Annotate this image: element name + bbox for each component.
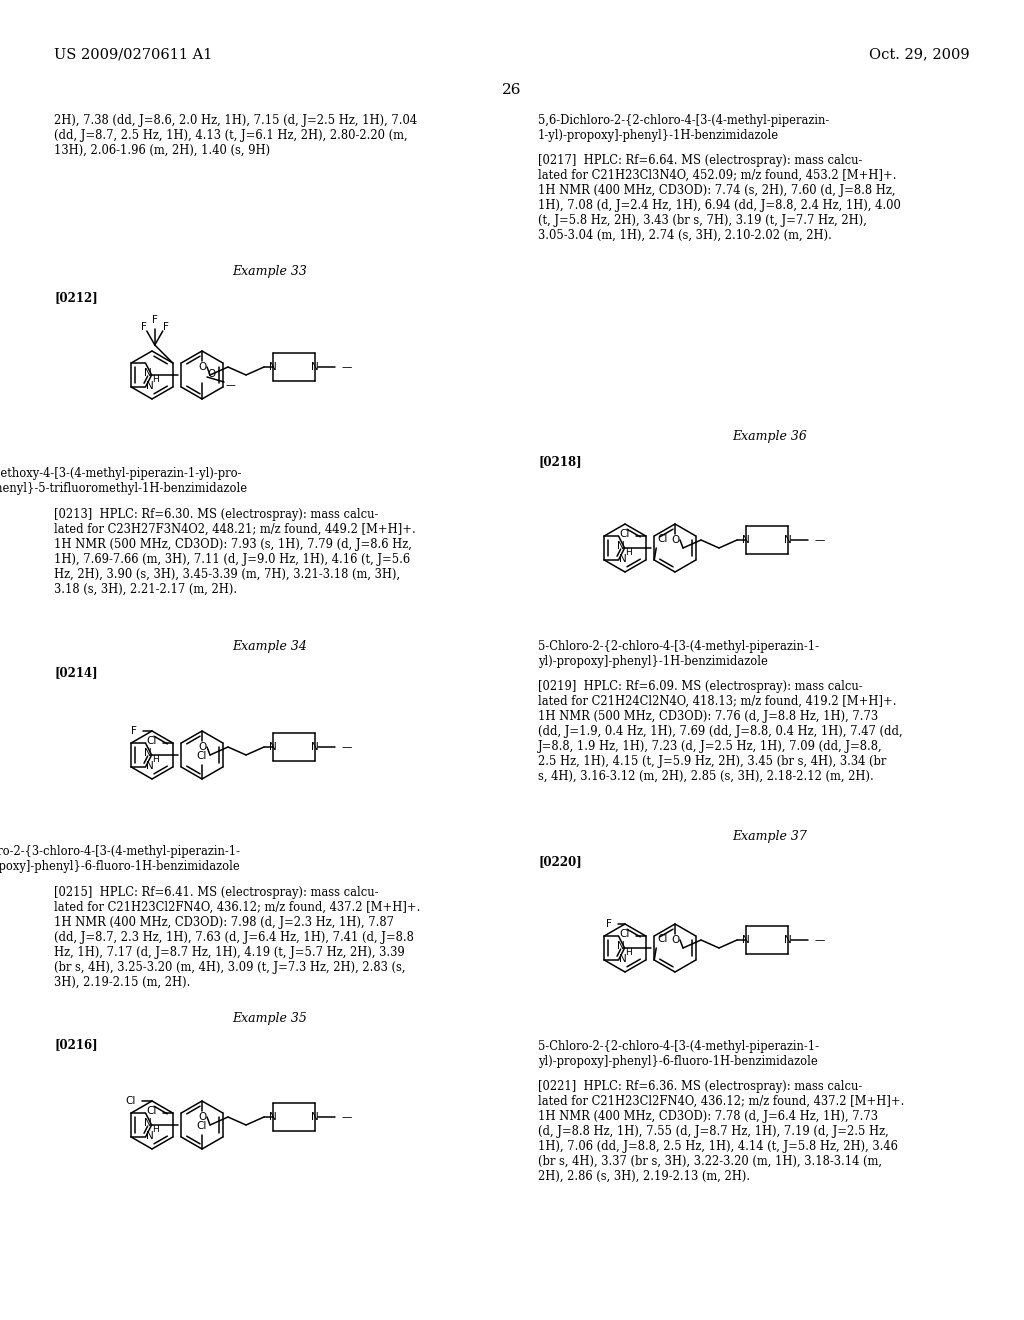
- Text: [0213]  HPLC: Rf=6.30. MS (electrospray): mass calcu-
lated for C23H27F3N4O2, 44: [0213] HPLC: Rf=6.30. MS (electrospray):…: [54, 508, 416, 597]
- Text: Oct. 29, 2009: Oct. 29, 2009: [869, 48, 970, 61]
- Text: H: H: [626, 548, 632, 557]
- Text: 5-Chloro-2-{3-chloro-4-[3-(4-methyl-piperazin-1-
yl)-propoxy]-phenyl}-6-fluoro-1: 5-Chloro-2-{3-chloro-4-[3-(4-methyl-pipe…: [0, 845, 241, 873]
- Text: Example 34: Example 34: [232, 640, 307, 653]
- Text: Example 36: Example 36: [732, 430, 808, 444]
- Text: [0221]  HPLC: Rf=6.36. MS (electrospray): mass calcu-
lated for C21H23Cl2FN4O, 4: [0221] HPLC: Rf=6.36. MS (electrospray):…: [538, 1080, 904, 1183]
- Text: H: H: [626, 948, 632, 957]
- Text: N: N: [311, 1111, 318, 1122]
- Text: F: F: [131, 726, 137, 737]
- Text: [0212]: [0212]: [54, 290, 97, 304]
- Text: F: F: [141, 322, 146, 333]
- Text: N: N: [620, 554, 628, 564]
- Text: O: O: [207, 370, 215, 379]
- Text: Cl: Cl: [126, 1096, 136, 1106]
- Text: Cl: Cl: [197, 1121, 207, 1131]
- Text: N: N: [144, 368, 153, 378]
- Text: [0215]  HPLC: Rf=6.41. MS (electrospray): mass calcu-
lated for C21H23Cl2FN4O, 4: [0215] HPLC: Rf=6.41. MS (electrospray):…: [54, 886, 421, 989]
- Text: N: N: [311, 362, 318, 372]
- Text: Cl: Cl: [146, 1106, 157, 1115]
- Text: [0216]: [0216]: [54, 1038, 97, 1051]
- Text: Example 33: Example 33: [232, 265, 307, 279]
- Text: [0214]: [0214]: [54, 667, 97, 678]
- Text: N: N: [269, 742, 276, 752]
- Text: O: O: [671, 935, 679, 945]
- Text: F: F: [163, 322, 169, 333]
- Text: 5-Chloro-2-{2-chloro-4-[3-(4-methyl-piperazin-1-
yl)-propoxy]-phenyl}-6-fluoro-1: 5-Chloro-2-{2-chloro-4-[3-(4-methyl-pipe…: [538, 1040, 819, 1068]
- Text: Cl: Cl: [620, 529, 630, 539]
- Text: [0217]  HPLC: Rf=6.64. MS (electrospray): mass calcu-
lated for C21H23Cl3N4O, 45: [0217] HPLC: Rf=6.64. MS (electrospray):…: [538, 154, 901, 242]
- Text: F: F: [152, 315, 158, 325]
- Text: —: —: [341, 742, 351, 752]
- Text: —: —: [814, 935, 824, 945]
- Text: N: N: [742, 535, 750, 545]
- Text: —: —: [814, 535, 824, 545]
- Text: N: N: [146, 381, 155, 391]
- Text: O: O: [198, 742, 206, 752]
- Text: Cl: Cl: [620, 929, 630, 939]
- Text: 2H), 7.38 (dd, J=8.6, 2.0 Hz, 1H), 7.15 (d, J=2.5 Hz, 1H), 7.04
(dd, J=8.7, 2.5 : 2H), 7.38 (dd, J=8.6, 2.0 Hz, 1H), 7.15 …: [54, 114, 417, 157]
- Text: N: N: [784, 935, 792, 945]
- Text: —: —: [226, 380, 236, 389]
- Text: 5-Chloro-2-{2-chloro-4-[3-(4-methyl-piperazin-1-
yl)-propoxy]-phenyl}-1H-benzimi: 5-Chloro-2-{2-chloro-4-[3-(4-methyl-pipe…: [538, 640, 819, 668]
- Text: N: N: [144, 748, 153, 758]
- Text: N: N: [784, 535, 792, 545]
- Text: N: N: [146, 1131, 155, 1140]
- Text: H: H: [153, 375, 160, 384]
- Text: Cl: Cl: [146, 737, 157, 746]
- Text: O: O: [198, 362, 206, 372]
- Text: [0218]: [0218]: [538, 455, 582, 469]
- Text: US 2009/0270611 A1: US 2009/0270611 A1: [54, 48, 212, 61]
- Text: N: N: [269, 362, 276, 372]
- Text: Example 37: Example 37: [732, 830, 808, 843]
- Text: F: F: [606, 919, 612, 929]
- Text: H: H: [153, 755, 160, 764]
- Text: N: N: [311, 742, 318, 752]
- Text: N: N: [146, 762, 155, 771]
- Text: N: N: [144, 1118, 153, 1129]
- Text: Cl: Cl: [197, 751, 207, 762]
- Text: [0219]  HPLC: Rf=6.09. MS (electrospray): mass calcu-
lated for C21H24Cl2N4O, 41: [0219] HPLC: Rf=6.09. MS (electrospray):…: [538, 680, 902, 783]
- Text: Example 35: Example 35: [232, 1012, 307, 1026]
- Text: N: N: [617, 541, 626, 550]
- Text: O: O: [671, 535, 679, 545]
- Text: N: N: [269, 1111, 276, 1122]
- Text: 5,6-Dichloro-2-{2-chloro-4-[3-(4-methyl-piperazin-
1-yl)-propoxy]-phenyl}-1H-ben: 5,6-Dichloro-2-{2-chloro-4-[3-(4-methyl-…: [538, 114, 829, 143]
- Text: [0220]: [0220]: [538, 855, 582, 869]
- Text: N: N: [620, 954, 628, 964]
- Text: N: N: [742, 935, 750, 945]
- Text: H: H: [153, 1125, 160, 1134]
- Text: 26: 26: [502, 83, 522, 96]
- Text: Cl: Cl: [657, 935, 668, 944]
- Text: O: O: [198, 1111, 206, 1122]
- Text: N: N: [617, 941, 626, 950]
- Text: —: —: [341, 362, 351, 372]
- Text: 2-{3-Methoxy-4-[3-(4-methyl-piperazin-1-yl)-pro-
poxy]-phenyl}-5-trifluoromethyl: 2-{3-Methoxy-4-[3-(4-methyl-piperazin-1-…: [0, 467, 248, 495]
- Text: —: —: [341, 1111, 351, 1122]
- Text: Cl: Cl: [657, 535, 668, 544]
